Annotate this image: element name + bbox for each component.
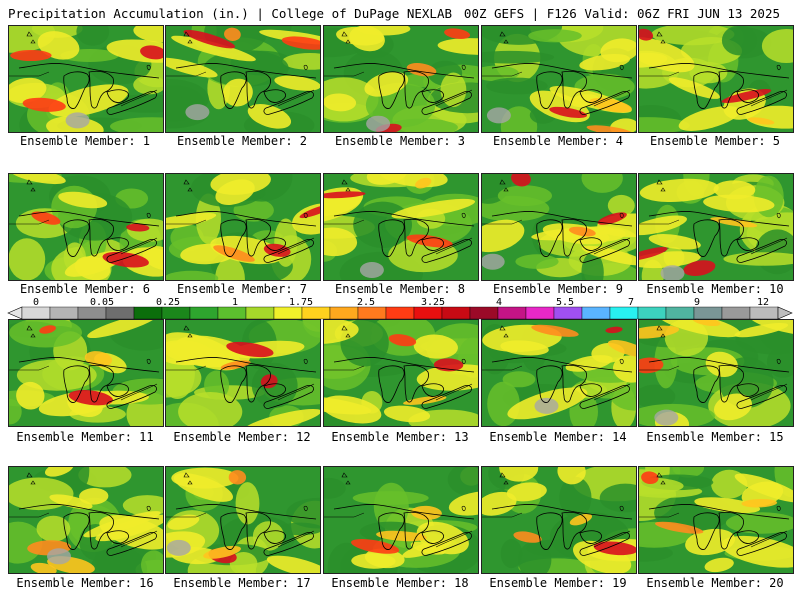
- colorbar-segment: [497, 306, 527, 320]
- member-label: Ensemble Member: 18: [331, 576, 469, 590]
- colorbar-tick-label: 12: [756, 297, 770, 308]
- colorbar-segment: [637, 306, 667, 320]
- member-7-map: [165, 173, 321, 281]
- member-12-map: [165, 319, 321, 427]
- member-9-map: [481, 173, 637, 281]
- colorbar-segment: [749, 306, 779, 320]
- colorbar-segment: [469, 306, 499, 320]
- colorbar-tick-label: 9: [693, 297, 701, 308]
- member-label: Ensemble Member: 3: [334, 134, 466, 148]
- colorbar-segment: [693, 306, 723, 320]
- member-5-map: [638, 25, 794, 133]
- colorbar-tick-label: 4: [495, 297, 503, 308]
- member-1-map: [8, 25, 164, 133]
- member-label: Ensemble Member: 20: [646, 576, 784, 590]
- colorbar-tick-label: 7: [627, 297, 635, 308]
- member-11-map: [8, 319, 164, 427]
- member-6-map: [8, 173, 164, 281]
- member-label: Ensemble Member: 2: [176, 134, 308, 148]
- member-label: Ensemble Member: 10: [646, 282, 784, 296]
- member-label: Ensemble Member: 15: [646, 430, 784, 444]
- colorbar-segment: [665, 306, 695, 320]
- member-8-map: [323, 173, 479, 281]
- colorbar-segment: [329, 306, 359, 320]
- colorbar-segment: [133, 306, 163, 320]
- member-label: Ensemble Member: 8: [334, 282, 466, 296]
- member-label: Ensemble Member: 6: [19, 282, 151, 296]
- member-13-map: [323, 319, 479, 427]
- colorbar-segment: [525, 306, 555, 320]
- colorbar-tick-label: 0: [32, 297, 40, 308]
- colorbar-segment: [161, 306, 191, 320]
- member-label: Ensemble Member: 13: [331, 430, 469, 444]
- member-label: Ensemble Member: 5: [649, 134, 781, 148]
- member-15-map: [638, 319, 794, 427]
- colorbar-tick-label: 0.25: [155, 297, 181, 308]
- member-label: Ensemble Member: 19: [489, 576, 627, 590]
- colorbar-segment: [217, 306, 247, 320]
- precip-colorbar: [7, 306, 793, 320]
- member-label: Ensemble Member: 16: [16, 576, 154, 590]
- colorbar-segment: [245, 306, 275, 320]
- member-label: Ensemble Member: 9: [492, 282, 624, 296]
- model-run-info: 00Z GEFS | F126 Valid: 06Z FRI JUN 13 20…: [463, 6, 780, 21]
- member-label: Ensemble Member: 14: [489, 430, 627, 444]
- colorbar-segment: [301, 306, 331, 320]
- member-19-map: [481, 466, 637, 574]
- colorbar-segment: [105, 306, 135, 320]
- member-17-map: [165, 466, 321, 574]
- member-label: Ensemble Member: 1: [19, 134, 151, 148]
- member-label: Ensemble Member: 11: [16, 430, 154, 444]
- colorbar-segment: [721, 306, 751, 320]
- colorbar-segment: [357, 306, 387, 320]
- colorbar-tick-label: 2.5: [356, 297, 376, 308]
- member-2-map: [165, 25, 321, 133]
- member-label: Ensemble Member: 12: [173, 430, 311, 444]
- colorbar-tick-label: 0.05: [89, 297, 115, 308]
- member-4-map: [481, 25, 637, 133]
- colorbar-segment: [189, 306, 219, 320]
- colorbar-segment: [553, 306, 583, 320]
- colorbar-tick-label: 3.25: [420, 297, 446, 308]
- member-14-map: [481, 319, 637, 427]
- colorbar-segment: [385, 306, 415, 320]
- colorbar-segment: [77, 306, 107, 320]
- colorbar-tick-label: 1: [231, 297, 239, 308]
- colorbar-segment: [273, 306, 303, 320]
- member-18-map: [323, 466, 479, 574]
- map-title: Precipitation Accumulation (in.) | Colle…: [8, 6, 453, 21]
- member-16-map: [8, 466, 164, 574]
- member-10-map: [638, 173, 794, 281]
- member-label: Ensemble Member: 4: [492, 134, 624, 148]
- colorbar-segment: [609, 306, 639, 320]
- member-label: Ensemble Member: 17: [173, 576, 311, 590]
- colorbar-tick-label: 1.75: [288, 297, 314, 308]
- colorbar-segment: [413, 306, 443, 320]
- member-20-map: [638, 466, 794, 574]
- colorbar-segment: [49, 306, 79, 320]
- member-label: Ensemble Member: 7: [176, 282, 308, 296]
- member-3-map: [323, 25, 479, 133]
- colorbar-segment: [441, 306, 471, 320]
- colorbar-segment: [581, 306, 611, 320]
- colorbar-segment: [21, 306, 51, 320]
- colorbar-tick-label: 5.5: [555, 297, 575, 308]
